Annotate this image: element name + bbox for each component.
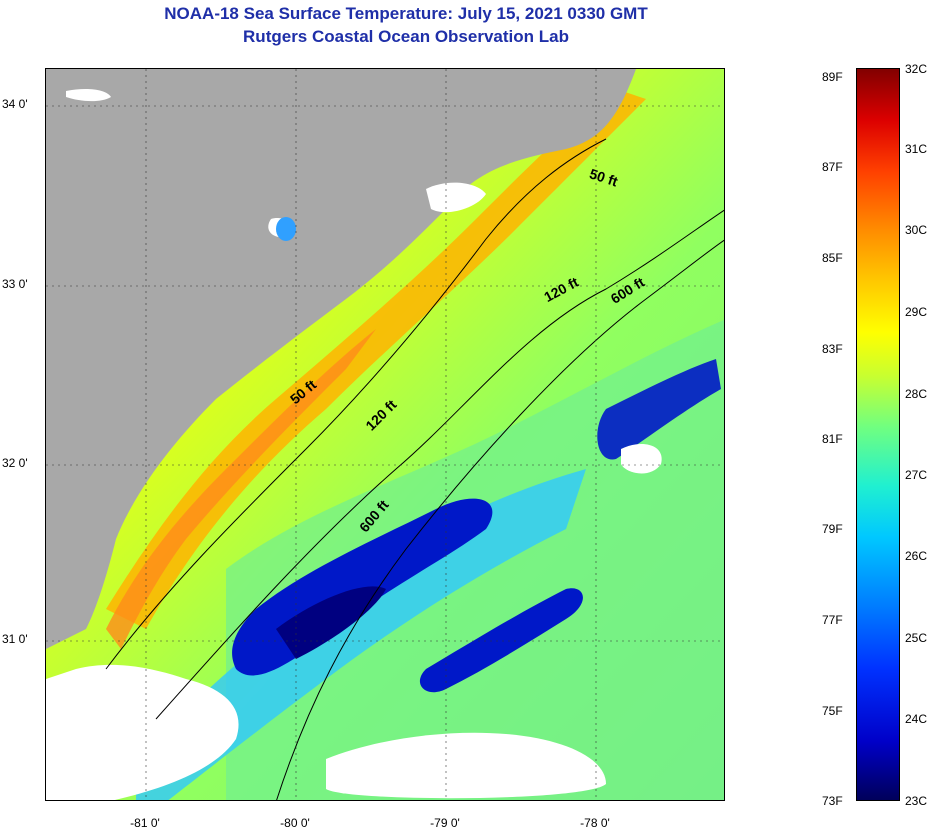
cold-patch-3 [597,359,721,460]
colorbar-f-89: 89F [822,70,843,84]
colorbar-f-75: 75F [822,704,843,718]
map-title: NOAA-18 Sea Surface Temperature: July 15… [164,4,648,23]
colorbar-f-77: 77F [822,613,843,627]
colorbar-f-79: 79F [822,522,843,536]
warm-coastal-band [106,89,646,629]
colorbar-f-87: 87F [822,160,843,174]
graticule [46,69,724,800]
colorbar-f-73: 73F [822,794,843,808]
map-subtitle: Rutgers Coastal Ocean Observation Lab [243,27,569,46]
colorbar-f-85: 85F [822,251,843,265]
temperature-colorbar [856,68,900,801]
lat-tick-34: 34 0' [2,97,28,111]
land-mass [46,69,636,649]
colorbar-c-25: 25C [905,631,928,645]
deep-cold-patch [276,586,386,659]
cloud-sw [46,664,239,800]
inland-lake-feature [276,217,296,241]
colorbar-c-30: 30C [905,223,928,237]
colorbar-c-32: 32C [905,62,928,76]
lon-tick-79: -79 0' [430,816,460,830]
cool-water [136,469,586,800]
cloud-east [621,444,662,474]
cold-patch-2 [419,588,583,693]
colorbar-c-28: 28C [905,387,928,401]
lat-tick-33: 33 0' [2,277,28,291]
lon-tick-80: -80 0' [280,816,310,830]
cloud-nw [66,89,111,102]
cloud-south [326,732,606,799]
colorbar-c-31: 31C [905,142,928,156]
colorbar-f-83: 83F [822,342,843,356]
colorbar-c-23: 23C [905,794,928,808]
contour-line-50 [105,138,607,670]
colorbar-c-26: 26C [905,549,928,563]
colorbar-c-29: 29C [905,305,928,319]
sst-map-canvas [46,69,724,800]
colorbar-c-27: 27C [905,468,928,482]
contour-line-120 [155,209,724,720]
lon-tick-81: -81 0' [130,816,160,830]
colorbar-f-81: 81F [822,432,843,446]
lat-tick-31: 31 0' [2,632,28,646]
lon-tick-78: -78 0' [580,816,610,830]
sst-map [45,68,725,801]
contour-line-600 [276,239,724,800]
warmest-water [106,329,376,649]
cloud-north [426,182,486,213]
lat-tick-32: 32 0' [2,456,28,470]
colorbar-c-24: 24C [905,712,928,726]
